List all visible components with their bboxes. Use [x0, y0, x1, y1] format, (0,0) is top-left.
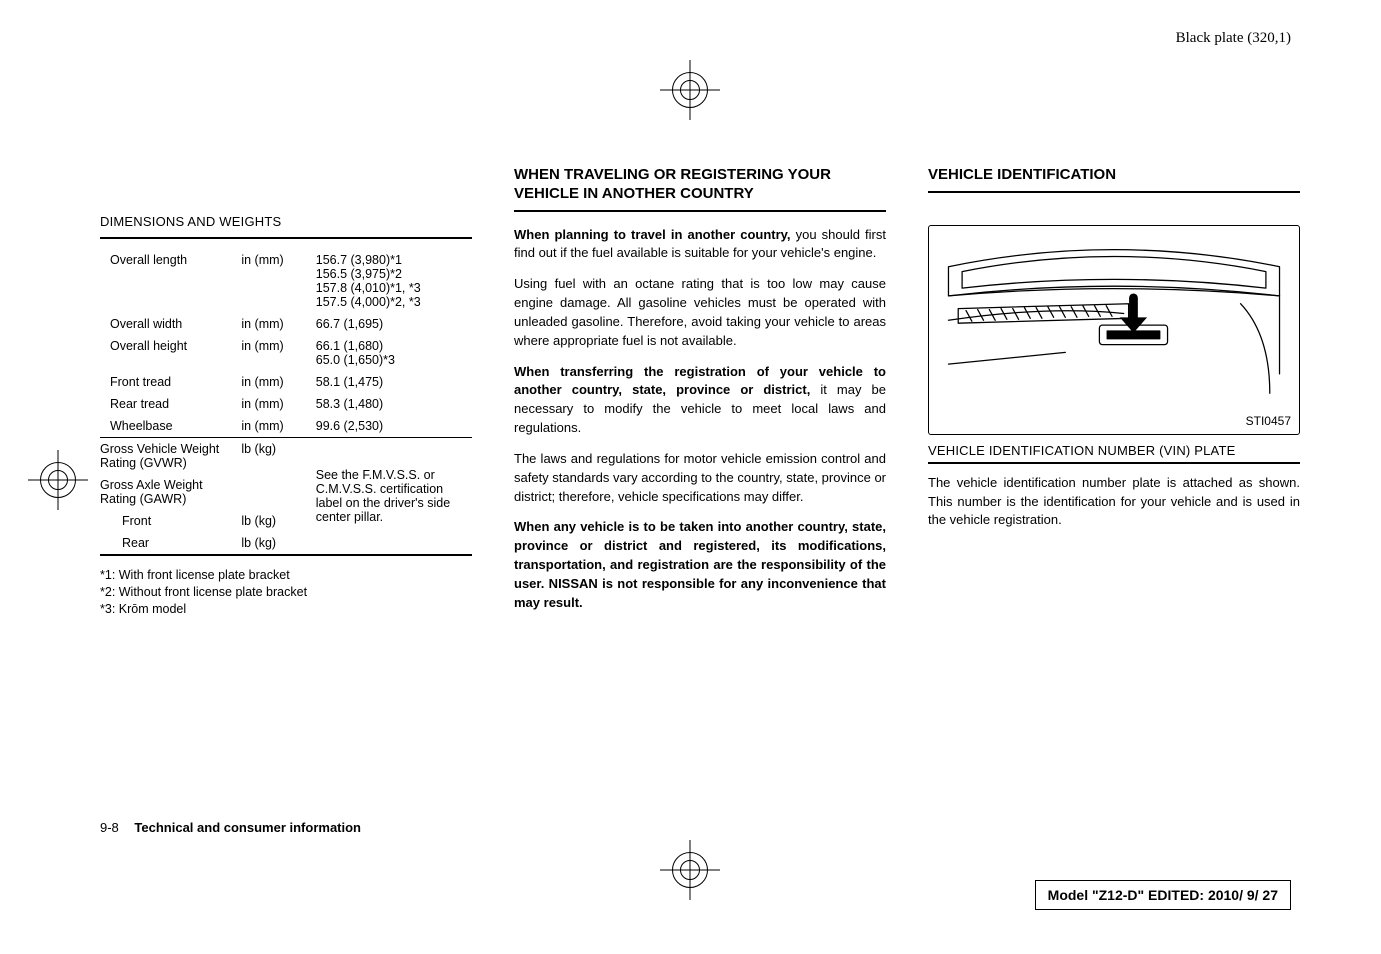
registration-mark-top [660, 60, 720, 120]
page-slug: Black plate (320,1) [1176, 30, 1291, 47]
body-paragraph: The laws and regulations for motor vehic… [514, 450, 886, 507]
spec-key: Rear [100, 532, 241, 554]
column-vin: VEHICLE IDENTIFICATION [928, 166, 1300, 625]
spec-unit [241, 474, 315, 510]
body-paragraph: When transferring the registration of yo… [514, 363, 886, 438]
spec-unit: lb (kg) [241, 438, 315, 474]
running-footer: 9-8 Technical and consumer information [100, 820, 361, 835]
spec-key: Front [100, 510, 241, 532]
spec-unit: lb (kg) [241, 532, 315, 554]
table-row: Wheelbasein (mm)99.6 (2,530) [100, 415, 472, 437]
table-row: Overall widthin (mm)66.7 (1,695) [100, 313, 472, 335]
footnote: *2: Without front license plate bracket [100, 585, 472, 599]
column-travel: WHEN TRAVELING OR REGISTERING YOUR VEHIC… [514, 166, 886, 625]
dimensions-footnotes: *1: With front license plate bracket *2: … [100, 568, 472, 616]
spec-key: Overall height [100, 335, 241, 371]
spec-key: Rear tread [100, 393, 241, 415]
dimensions-heading: DIMENSIONS AND WEIGHTS [100, 214, 472, 231]
footnote: *1: With front license plate bracket [100, 568, 472, 582]
spec-value: 99.6 (2,530) [316, 415, 472, 437]
spec-value: 58.3 (1,480) [316, 393, 472, 415]
body-paragraph: When planning to travel in another count… [514, 226, 886, 264]
body-paragraph: Using fuel with an octane rating that is… [514, 275, 886, 350]
body-paragraph: When any vehicle is to be taken into ano… [514, 518, 886, 612]
spec-key: Gross Axle Weight Rating (GAWR) [100, 474, 241, 510]
spec-key: Wheelbase [100, 415, 241, 437]
registration-mark-bottom [660, 840, 720, 900]
spec-key: Front tread [100, 371, 241, 393]
spec-key: Overall width [100, 313, 241, 335]
dimensions-table: Overall lengthin (mm)156.7 (3,980)*1156.… [100, 249, 472, 437]
spec-unit: in (mm) [241, 371, 315, 393]
spec-value: 66.1 (1,680)65.0 (1,650)*3 [316, 335, 472, 371]
section-title: Technical and consumer information [134, 820, 361, 835]
vin-subheading: VEHICLE IDENTIFICATION NUMBER (VIN) PLAT… [928, 443, 1300, 458]
spec-key: Overall length [100, 249, 241, 313]
page-content: DIMENSIONS AND WEIGHTS Overall lengthin … [100, 166, 1300, 625]
table-row: Gross Vehicle Weight Rating (GVWR)lb (kg… [100, 438, 472, 474]
spec-unit: in (mm) [241, 415, 315, 437]
column-dimensions: DIMENSIONS AND WEIGHTS Overall lengthin … [100, 166, 472, 625]
spec-unit: in (mm) [241, 335, 315, 371]
spec-value: 66.7 (1,695) [316, 313, 472, 335]
spec-value: 58.1 (1,475) [316, 371, 472, 393]
illustration-code: STI0457 [1246, 414, 1291, 428]
certification-note: See the F.M.V.S.S. or C.M.V.S.S. certifi… [316, 438, 472, 554]
spec-key: Gross Vehicle Weight Rating (GVWR) [100, 438, 241, 474]
footnote: *3: Krōm model [100, 602, 472, 616]
vin-paragraph: The vehicle identification number plate … [928, 474, 1300, 531]
vin-plate-illustration: STI0457 [928, 225, 1300, 435]
spec-value: 156.7 (3,980)*1156.5 (3,975)*2157.8 (4,0… [316, 249, 472, 313]
table-row: Overall heightin (mm)66.1 (1,680)65.0 (1… [100, 335, 472, 371]
spec-unit: in (mm) [241, 313, 315, 335]
travel-heading: WHEN TRAVELING OR REGISTERING YOUR VEHIC… [514, 166, 886, 212]
spec-unit: in (mm) [241, 249, 315, 313]
weights-table: Gross Vehicle Weight Rating (GVWR)lb (kg… [100, 438, 472, 554]
spec-unit: lb (kg) [241, 510, 315, 532]
spec-unit: in (mm) [241, 393, 315, 415]
page-number: 9-8 [100, 820, 119, 835]
vin-heading: VEHICLE IDENTIFICATION [928, 166, 1300, 193]
table-row: Rear treadin (mm)58.3 (1,480) [100, 393, 472, 415]
table-row: Overall lengthin (mm)156.7 (3,980)*1156.… [100, 249, 472, 313]
model-edition-bar: Model "Z12-D" EDITED: 2010/ 9/ 27 [1035, 880, 1291, 910]
table-row: Front treadin (mm)58.1 (1,475) [100, 371, 472, 393]
registration-mark-left [28, 450, 88, 510]
